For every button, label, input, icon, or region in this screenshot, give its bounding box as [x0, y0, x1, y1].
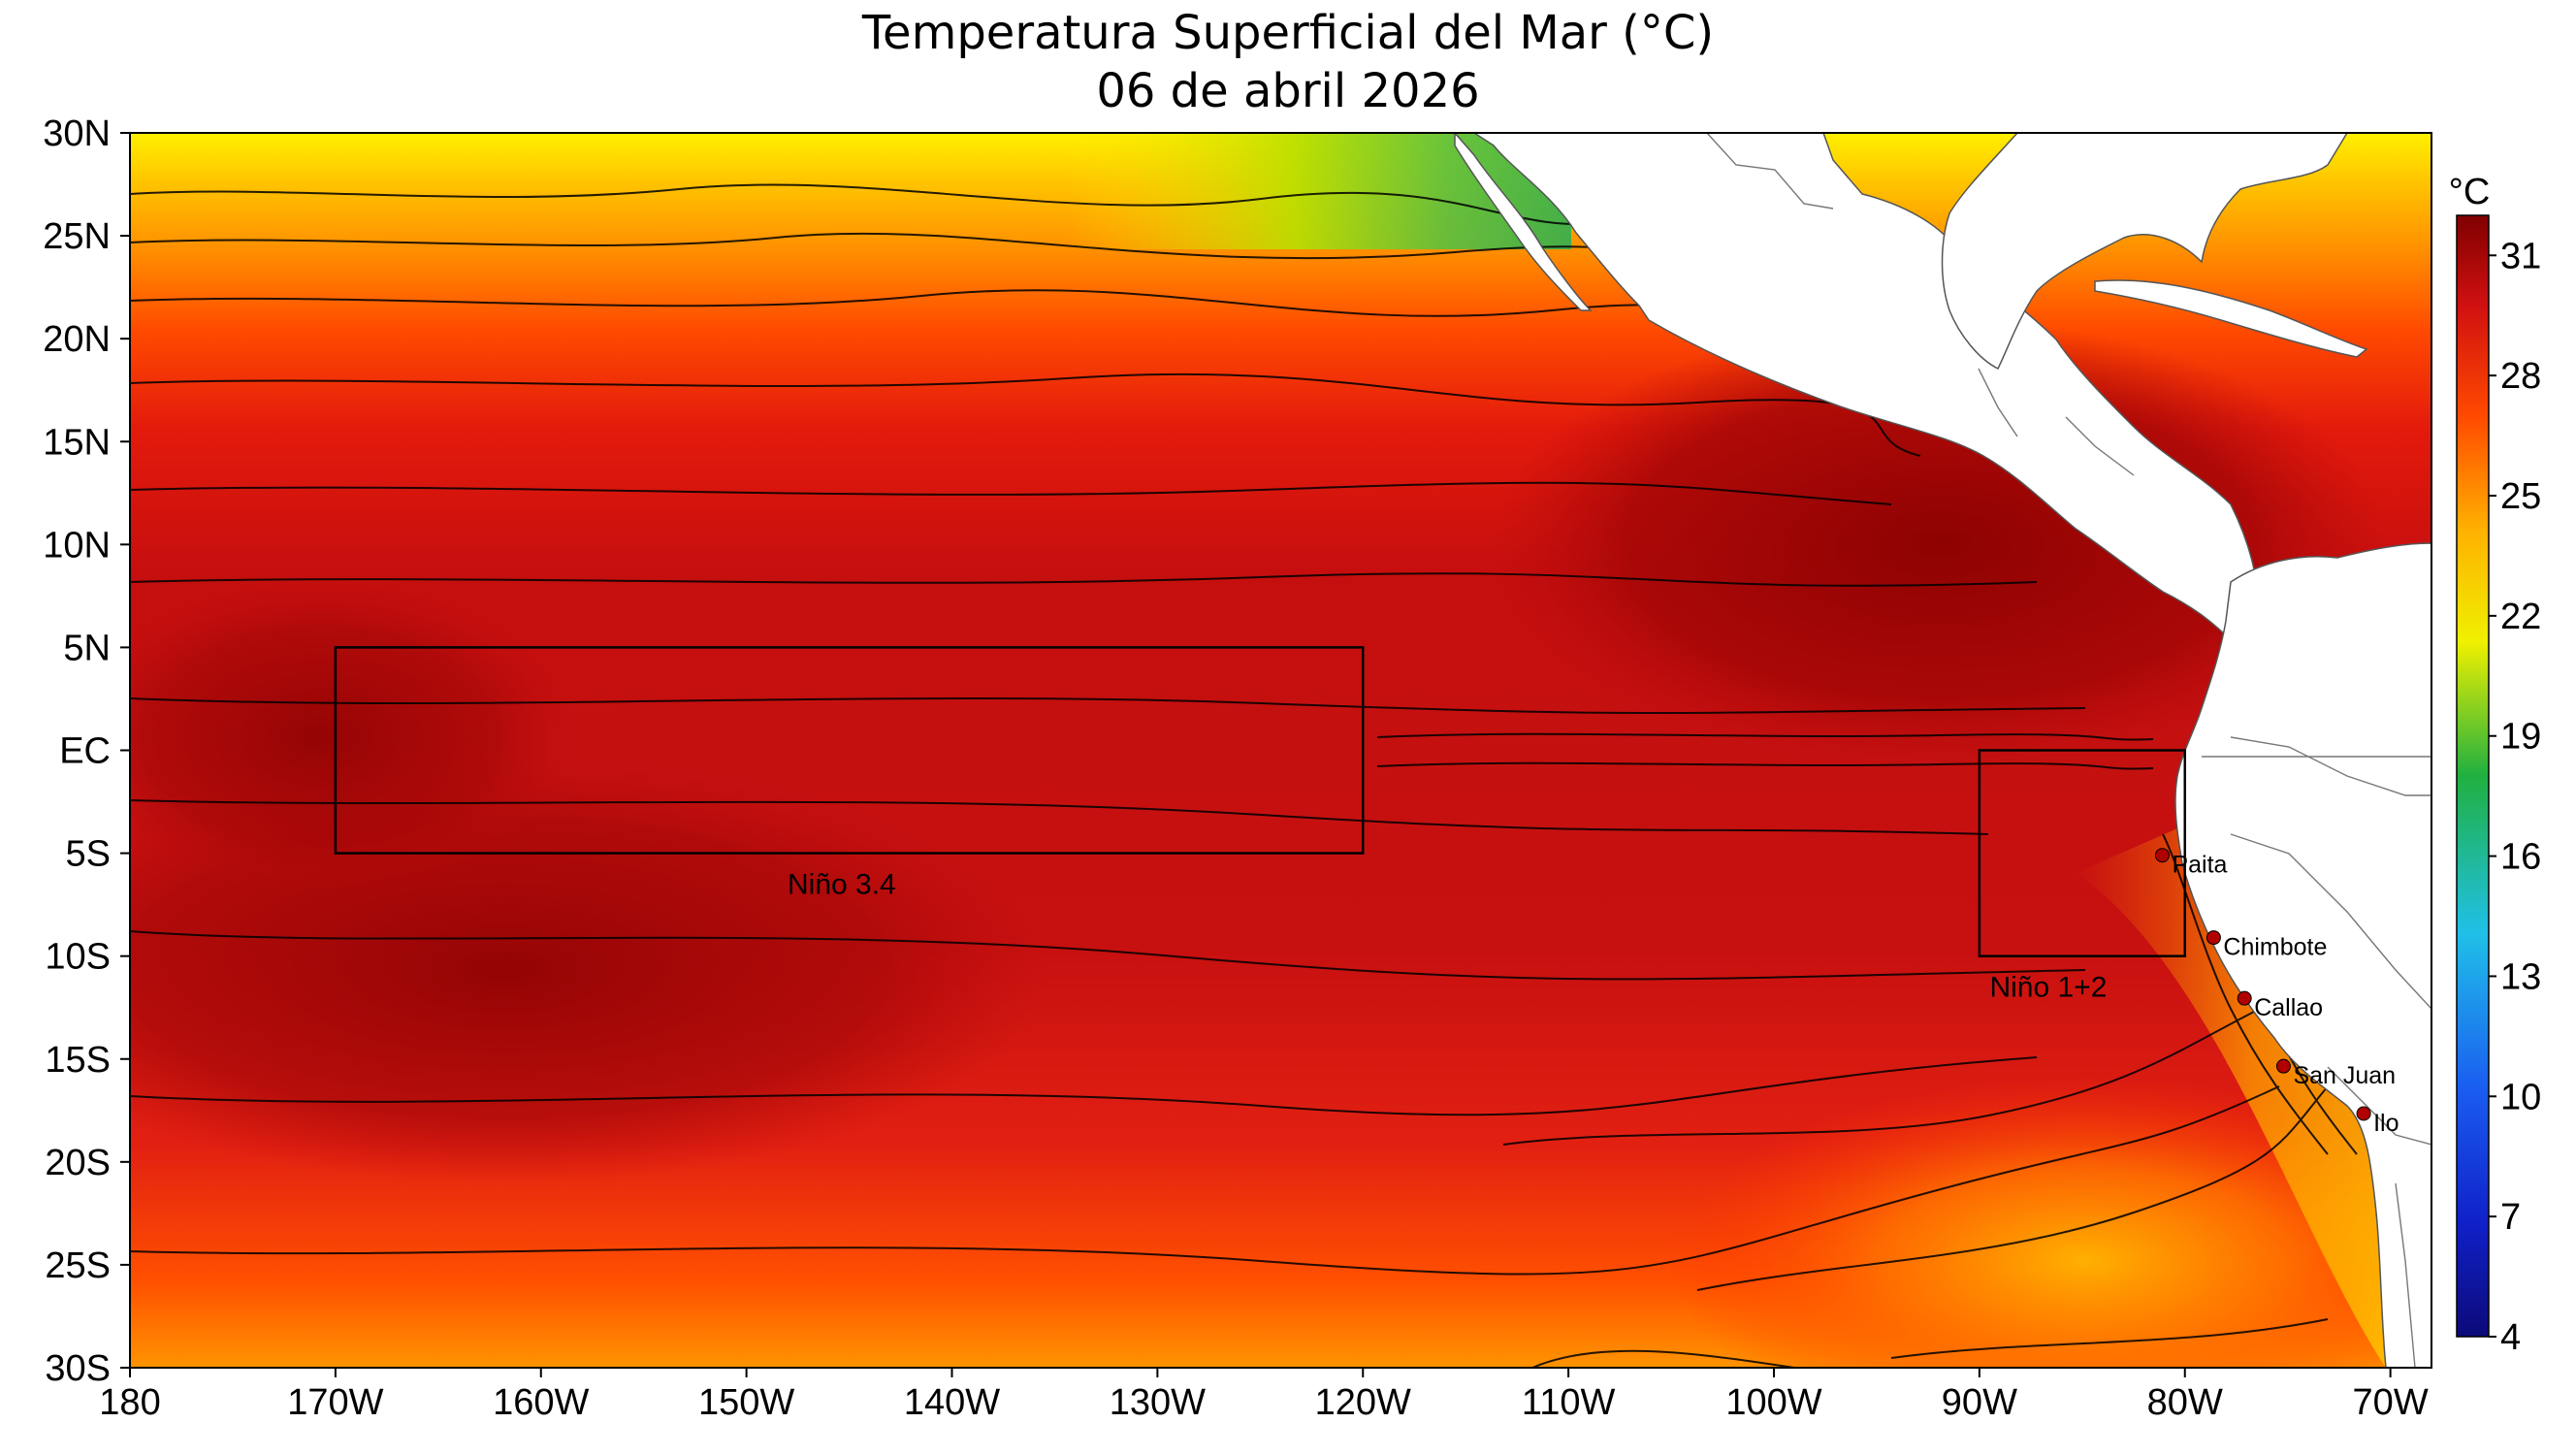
lat-tick-label: EC [59, 731, 111, 772]
lon-tick-label: 170W [287, 1382, 383, 1423]
ports-layer: Paita Chimbote Callao San Juan Ilo [2154, 848, 2399, 1137]
colorbar-tick-label: 25 [2500, 476, 2541, 517]
colorbar-tick-label: 31 [2500, 236, 2541, 276]
port-marker [2237, 990, 2252, 1006]
lon-tick-label: 150W [698, 1382, 794, 1423]
port-label: Callao [2254, 994, 2323, 1021]
lon-tick-label: 140W [904, 1382, 1000, 1423]
port-label: Paita [2172, 852, 2227, 879]
colorbar-tick-label: 7 [2500, 1197, 2521, 1238]
lat-tick-label: 25S [45, 1245, 111, 1286]
colorbar [2456, 214, 2490, 1338]
nino-region-label: Niño 1+2 [1989, 971, 2107, 1003]
port-marker [2275, 1058, 2291, 1074]
lat-tick-label: 15N [43, 422, 111, 463]
south-america-land [2174, 542, 2431, 1368]
colorbar-tick-label: 13 [2500, 956, 2541, 997]
lon-tick-label: 100W [1725, 1382, 1821, 1423]
port-marker [2356, 1106, 2371, 1121]
lon-tick-label: 90W [1942, 1382, 2017, 1423]
colorbar-tick-label: 22 [2500, 597, 2541, 637]
sst-field [130, 133, 2431, 1368]
lon-tick-label: 130W [1110, 1382, 1206, 1423]
colorbar-ticks: 4 7 10 13 16 19 22 25 28 31 [2489, 236, 2541, 1358]
nino-region-label: Niño 3.4 [788, 868, 896, 900]
lon-tick-label: 80W [2147, 1382, 2223, 1423]
isotherms [130, 183, 2358, 1368]
port-label: San Juan [2293, 1062, 2396, 1089]
map-date: 06 de abril 2026 [1096, 64, 1480, 118]
baja-california-land [1454, 133, 1593, 311]
colorbar-unit: °C [2449, 172, 2491, 212]
port-label: Ilo [2373, 1110, 2399, 1137]
nino-region-box [1978, 749, 2186, 957]
colorbar-tick-label: 28 [2500, 356, 2541, 397]
lat-tick-label: 20S [45, 1143, 111, 1183]
lat-tick-label: 10S [45, 937, 111, 978]
colorbar-tick-label: 16 [2500, 837, 2541, 878]
colorbar-tick-label: 4 [2500, 1317, 2521, 1358]
port-marker [2206, 930, 2221, 946]
north-america-land [1472, 133, 2261, 641]
yucatan-cuba-land [1941, 133, 2348, 371]
lon-tick-label: 180 [99, 1382, 160, 1423]
lat-tick-label: 30N [43, 113, 111, 154]
nino-region-box [334, 646, 1365, 855]
colorbar-tick-label: 10 [2500, 1077, 2541, 1117]
lat-tick-label: 15S [45, 1040, 111, 1081]
lat-tick-label: 25N [43, 216, 111, 257]
port-label: Chimbote [2223, 934, 2327, 961]
lat-tick-label: 5S [66, 834, 111, 875]
lon-tick-label: 70W [2353, 1382, 2429, 1423]
lon-tick-label: 160W [493, 1382, 589, 1423]
lat-tick-label: 5N [63, 628, 111, 668]
map-title: Temperatura Superficial del Mar (°C) [861, 6, 1715, 60]
port-marker [2154, 848, 2170, 863]
cuba-land [2094, 279, 2368, 358]
lon-tick-label: 110W [1522, 1382, 1616, 1423]
country-borders [1706, 133, 2431, 1368]
lat-tick-label: 10N [43, 525, 111, 566]
colorbar-tick-label: 19 [2500, 717, 2541, 758]
lon-tick-label: 120W [1315, 1382, 1411, 1423]
regions-layer: Niño 3.4 Niño 1+2 [334, 646, 2186, 1003]
lat-tick-label: 30S [45, 1348, 111, 1389]
lat-tick-label: 20N [43, 319, 111, 360]
